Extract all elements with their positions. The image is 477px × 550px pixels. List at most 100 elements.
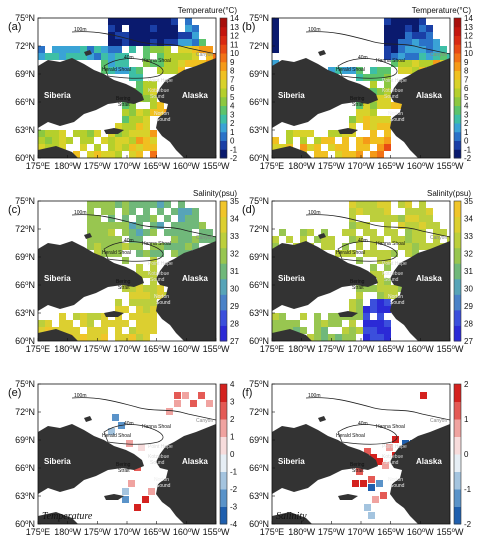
grid-cell — [143, 130, 150, 137]
grid-cell — [370, 215, 377, 222]
longitude-tick-label: 170oW — [114, 161, 141, 171]
grid-cell — [143, 81, 150, 88]
colorbar-segment — [454, 61, 461, 71]
grid-cell — [314, 313, 321, 320]
grid-cell — [164, 67, 171, 74]
grid-cell — [377, 271, 384, 278]
grid-cell — [87, 201, 94, 208]
grid-cell — [171, 25, 178, 32]
latitude-tick-label: 72oN — [15, 224, 35, 234]
grid-cell — [150, 18, 157, 25]
longitude-tick-label: 170oW — [348, 161, 375, 171]
grid-cell — [115, 53, 122, 60]
longitude-tick-label: 155oW — [203, 344, 230, 354]
grid-cell — [143, 306, 150, 313]
grid-cell — [129, 201, 136, 208]
colorbar-tick-label: 1 — [230, 128, 235, 137]
grid-cell — [45, 53, 52, 60]
colorbar-tick-label: 9 — [464, 58, 469, 67]
grid-cell — [122, 215, 129, 222]
grid-cell — [59, 137, 66, 144]
grid-cell — [370, 285, 377, 292]
grid-cell — [363, 102, 370, 109]
isobath-40m — [103, 241, 164, 262]
colorbar-tick-label: 0 — [464, 450, 469, 459]
longitude-tick-label: 175oW — [318, 161, 345, 171]
grid-cell — [405, 46, 412, 53]
grid-cell — [171, 60, 178, 67]
grid-cell — [356, 257, 363, 264]
grid-cell — [433, 53, 440, 60]
grid-cell — [185, 208, 192, 215]
grid-cell — [447, 53, 450, 60]
colorbar-segment — [220, 294, 227, 311]
longitude-tick-label: 165oW — [377, 161, 404, 171]
grid-cell — [136, 271, 143, 278]
latitude-tick-label: 69oN — [249, 252, 269, 262]
grid-cell — [108, 215, 115, 222]
colorbar-tick-label: -2 — [464, 154, 472, 163]
norton-label: Norton — [154, 477, 169, 483]
longitude-tick-label: 160oW — [173, 161, 200, 171]
grid-cell — [300, 327, 307, 334]
isobath-100m-label: 100m — [308, 210, 321, 216]
grid-cell — [356, 137, 363, 144]
grid-cell — [412, 243, 419, 250]
grid-cell — [45, 327, 52, 334]
difference-cell — [364, 504, 371, 511]
alaska-label: Alaska — [182, 91, 208, 100]
grid-cell — [150, 306, 157, 313]
grid-cell — [150, 130, 157, 137]
grid-cell — [279, 313, 286, 320]
grid-cell — [433, 236, 440, 243]
grid-cell — [150, 285, 157, 292]
grid-cell — [370, 116, 377, 123]
grid-cell — [384, 229, 391, 236]
grid-cell — [87, 137, 94, 144]
grid-cell — [150, 257, 157, 264]
colorbar-tick-label: -1 — [464, 485, 472, 494]
grid-cell — [108, 243, 115, 250]
grid-cell — [80, 144, 87, 151]
grid-cell — [192, 60, 199, 67]
colorbar-tick-label: 33 — [464, 232, 473, 241]
grid-cell — [300, 229, 307, 236]
colorbar-tick-label: -2 — [230, 485, 238, 494]
grid-cell — [356, 236, 363, 243]
grid-cell — [143, 320, 150, 327]
grid-cell — [150, 271, 157, 278]
canyon-label: Canyon — [430, 52, 447, 58]
grid-cell — [87, 334, 94, 341]
colorbar-segment — [220, 401, 227, 420]
grid-cell — [94, 144, 101, 151]
grid-cell — [398, 32, 405, 39]
grid-cell — [150, 264, 157, 271]
colorbar-segment — [220, 44, 227, 54]
isobath-100m — [305, 31, 450, 55]
grid-cell — [136, 320, 143, 327]
alaska-landmass — [390, 241, 450, 341]
grid-cell — [115, 306, 122, 313]
grid-cell — [272, 243, 279, 250]
grid-cell — [192, 32, 199, 39]
grid-cell — [129, 32, 136, 39]
difference-cell — [372, 496, 379, 503]
grid-cell — [370, 229, 377, 236]
grid-cell — [419, 215, 426, 222]
grid-cell — [384, 257, 391, 264]
grid-cell — [356, 151, 363, 158]
alaska-label: Alaska — [416, 457, 442, 466]
grid-cell — [150, 39, 157, 46]
grid-cell — [405, 243, 412, 250]
grid-cell — [87, 151, 94, 158]
grid-cell — [94, 46, 101, 53]
colorbar-tick-label: 14 — [230, 14, 239, 23]
colorbar-segment — [220, 436, 227, 455]
longitude-tick-label: 155oW — [203, 161, 230, 171]
longitude-tick-label: 180oW — [288, 344, 315, 354]
grid-cell — [377, 320, 384, 327]
colorbar-tick-label: 7 — [230, 75, 235, 84]
canyon-label: Canyon — [430, 235, 447, 241]
grid-cell — [356, 327, 363, 334]
